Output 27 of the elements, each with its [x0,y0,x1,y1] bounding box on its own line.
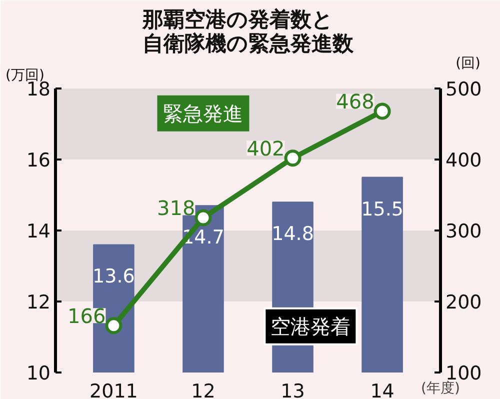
point [194,209,212,226]
y2-tick-label: 200 [446,292,482,314]
data-label: 15.5 [361,198,404,220]
data-label: 468 [336,90,374,114]
y2-tick-label: 500 [446,78,482,100]
x-tick-label: 12 [191,380,216,399]
series-label: 空港発着 [270,314,351,338]
x-tick-label: 2011 [90,380,138,399]
chart-title: 那覇空港の発着数と自衛隊機の緊急発進数 [142,8,354,56]
y-tick-label: 16 [26,150,51,172]
data-label: 166 [68,304,106,328]
data-label: 318 [157,196,196,220]
x-tick-label: 13 [280,380,305,399]
y2-axis-title: (回) [456,56,481,72]
point [284,150,302,167]
data-label: 402 [246,136,285,161]
text: 緊急発進 [163,101,244,126]
point [105,317,122,334]
y-tick-label: 10 [26,362,51,384]
data-label: 13.6 [92,266,135,288]
y2-tick-label: 400 [446,150,482,172]
data-label: 14.8 [272,223,314,246]
x-tick-label: 14 [370,380,394,399]
point [374,102,391,120]
y-tick-label: 14 [26,220,51,242]
y-tick-label: 12 [26,292,51,314]
y2-tick-label: 300 [446,220,482,242]
